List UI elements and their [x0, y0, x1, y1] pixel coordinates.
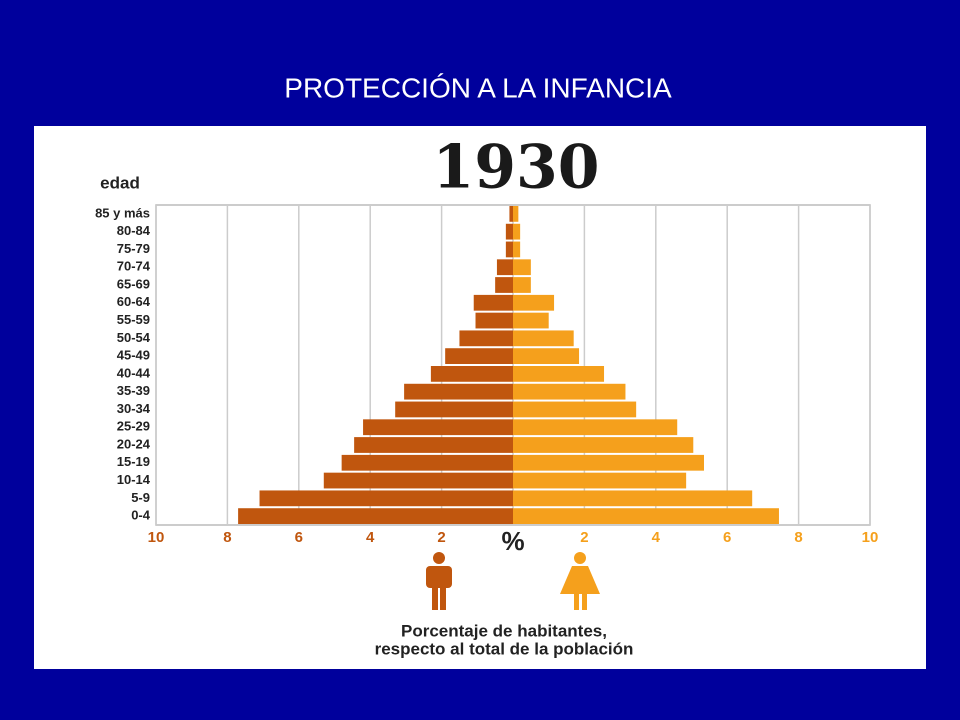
x-tick-label: 4 [652, 529, 661, 546]
y-tick-label: 85 y más [95, 205, 150, 220]
male-bar [445, 348, 513, 364]
x-tick-label: 4 [366, 529, 375, 546]
x-axis-label: Porcentaje de habitantes, [401, 621, 607, 640]
male-bar [496, 259, 513, 276]
slide-title: PROTECCIÓN A LA INFANCIA [284, 72, 672, 103]
male-bar [395, 401, 513, 418]
female-bar [513, 472, 687, 489]
x-tick-label: 10 [862, 529, 879, 546]
x-tick-label: % [501, 526, 524, 556]
female-bar [513, 330, 574, 347]
female-bar [513, 277, 531, 293]
y-tick-label: 35-39 [117, 383, 150, 398]
x-tick-label: 6 [723, 529, 731, 546]
female-bar [513, 241, 521, 258]
y-tick-label: 75-79 [117, 241, 150, 256]
male-bar [430, 366, 513, 382]
y-tick-label: 70-74 [117, 259, 151, 274]
chart-title: 1930 [433, 133, 600, 203]
male-bar [505, 241, 513, 258]
female-bar [513, 259, 531, 276]
y-tick-label: 0-4 [131, 508, 151, 523]
y-tick-label: 65-69 [117, 276, 150, 291]
y-tick-label: 20-24 [117, 436, 151, 451]
female-bar [513, 223, 521, 240]
female-bar [513, 366, 605, 382]
female-bar [513, 490, 753, 507]
x-tick-label: 10 [148, 529, 165, 546]
male-bar [354, 437, 513, 453]
male-bar [404, 383, 513, 400]
female-icon [560, 552, 600, 610]
y-tick-label: 80-84 [117, 223, 151, 238]
x-tick-label: 6 [295, 529, 303, 546]
y-tick-label: 10-14 [117, 472, 151, 487]
male-bar [363, 419, 513, 436]
x-axis-label: respecto al total de la población [375, 639, 634, 658]
female-bar [513, 437, 694, 453]
male-bar [238, 508, 514, 524]
male-bar [323, 472, 513, 489]
female-bar [513, 401, 637, 418]
y-tick-label: 50-54 [117, 330, 151, 345]
y-tick-label: 30-34 [117, 401, 151, 416]
y-tick-label: 15-19 [117, 454, 150, 469]
male-bar [509, 206, 513, 222]
female-bar [513, 383, 626, 400]
female-bar [513, 508, 779, 524]
male-bar [495, 277, 513, 293]
y-tick-label: 55-59 [117, 312, 150, 327]
y-axis-label: edad [100, 173, 140, 192]
female-bar [513, 348, 580, 364]
y-tick-label: 40-44 [117, 365, 151, 380]
female-bar [513, 294, 555, 311]
male-bar [259, 490, 513, 507]
x-tick-label: 2 [580, 529, 588, 546]
male-bar [459, 330, 513, 347]
x-tick-label: 8 [794, 529, 802, 546]
male-icon [426, 552, 452, 610]
female-bar [513, 419, 678, 436]
x-tick-label: 2 [437, 529, 445, 546]
male-bar [505, 223, 513, 240]
y-tick-label: 60-64 [117, 294, 151, 309]
y-tick-label: 5-9 [131, 490, 150, 505]
y-tick-label: 45-49 [117, 348, 150, 363]
female-bar [513, 312, 549, 329]
male-bar [473, 294, 513, 311]
y-tick-label: 25-29 [117, 419, 150, 434]
female-bar [513, 206, 519, 222]
female-bar [513, 454, 704, 471]
x-tick-label: 8 [223, 529, 231, 546]
male-bar [341, 454, 513, 471]
male-bar [475, 312, 513, 329]
